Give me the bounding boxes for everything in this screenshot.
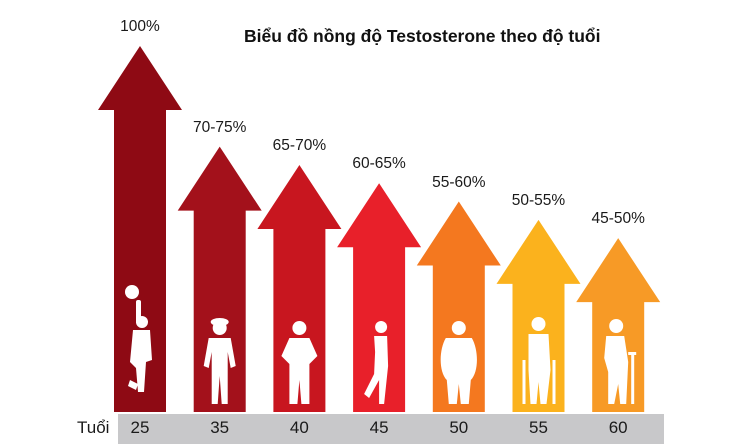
x-tick-label: 50 xyxy=(449,418,469,437)
arrow-bar-group xyxy=(496,219,581,412)
x-tick-label: 35 xyxy=(210,418,230,437)
arrow-bar-group xyxy=(257,164,342,412)
arrow-bar-group xyxy=(337,183,422,412)
arrow-bar xyxy=(98,46,182,412)
heavy-man-icon xyxy=(440,321,477,404)
x-axis-bar xyxy=(118,414,664,444)
data-label: 50-55% xyxy=(511,191,566,209)
basketball-player-icon xyxy=(125,285,152,392)
chart-title: Biểu đồ nồng độ Testosterone theo độ tuổ… xyxy=(244,26,601,46)
data-label: 65-70% xyxy=(272,136,327,154)
arrow-bar-group xyxy=(98,46,182,412)
arrow-bar xyxy=(416,201,501,412)
data-label: 70-75% xyxy=(192,118,247,136)
data-label: 60-65% xyxy=(352,155,406,173)
arrow-bar xyxy=(257,164,342,412)
man-with-cane-icon xyxy=(522,317,556,404)
arrow-bar-group xyxy=(177,146,262,412)
arrow-bar xyxy=(177,146,262,412)
man-hands-on-hips-icon xyxy=(281,321,318,404)
standing-man-icon xyxy=(203,318,236,404)
x-tick-label: 40 xyxy=(289,418,309,437)
data-label: 45-50% xyxy=(591,210,645,228)
arrow-bar-group xyxy=(576,238,661,412)
x-tick-label: 45 xyxy=(369,418,389,437)
data-label: 100% xyxy=(120,18,160,35)
elderly-man-with-cane-icon xyxy=(604,319,637,404)
x-tick-label: 55 xyxy=(529,418,548,437)
walking-man-icon xyxy=(364,321,389,404)
x-axis-label: Tuổi xyxy=(77,418,110,437)
arrow-bar-group xyxy=(416,201,501,412)
data-label: 55-60% xyxy=(432,173,486,191)
arrow-bar xyxy=(496,219,581,412)
x-tick-label: 60 xyxy=(608,418,628,437)
x-tick-label: 25 xyxy=(130,418,150,437)
arrow-bar xyxy=(337,183,422,412)
